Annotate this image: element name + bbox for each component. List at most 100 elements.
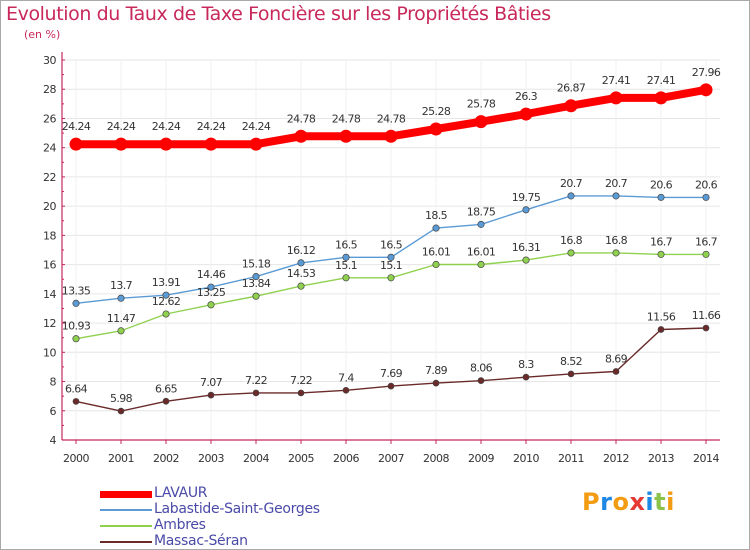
data-point <box>297 259 305 267</box>
chart-title: Evolution du Taux de Taxe Foncière sur l… <box>6 3 551 25</box>
data-point <box>474 115 488 129</box>
y-tick-label: 14 <box>43 288 56 301</box>
legend-swatch <box>100 525 152 527</box>
data-label: 25.78 <box>467 98 496 111</box>
data-point <box>522 206 530 214</box>
data-point <box>699 83 713 97</box>
x-tick-label: 2014 <box>693 452 719 465</box>
data-label: 24.78 <box>332 112 361 125</box>
data-label: 15.1 <box>335 259 357 272</box>
data-label: 24.24 <box>62 120 91 133</box>
data-point <box>567 249 575 257</box>
data-label: 24.24 <box>242 120 271 133</box>
data-point <box>117 327 125 335</box>
data-point <box>429 122 443 136</box>
x-tick-label: 2007 <box>378 452 404 465</box>
data-point <box>249 137 263 151</box>
x-tick-label: 2005 <box>288 452 314 465</box>
data-point <box>654 91 668 105</box>
data-point <box>612 368 620 375</box>
data-label: 16.12 <box>287 244 316 257</box>
data-point <box>387 253 395 261</box>
data-label: 15.18 <box>242 258 271 271</box>
y-tick-label: 26 <box>43 112 56 125</box>
data-label: 24.24 <box>152 120 181 133</box>
y-tick-label: 28 <box>43 83 56 96</box>
data-point <box>207 391 215 399</box>
data-point <box>297 389 305 397</box>
legend-swatch <box>100 509 152 511</box>
data-label: 16.8 <box>560 234 583 247</box>
data-point <box>162 291 170 299</box>
data-label: 13.84 <box>242 277 271 290</box>
data-label: 10.93 <box>62 320 91 333</box>
y-tick-label: 16 <box>43 259 56 272</box>
data-point <box>252 273 260 281</box>
data-label: 13.25 <box>197 286 226 299</box>
data-label: 11.66 <box>692 309 721 322</box>
data-point <box>72 335 80 343</box>
data-label: 16.31 <box>512 241 541 254</box>
x-tick-label: 2010 <box>513 452 539 465</box>
x-tick-label: 2001 <box>108 452 134 465</box>
data-label: 15.1 <box>380 259 402 272</box>
y-tick-label: 30 <box>43 54 56 67</box>
data-label: 7.22 <box>245 374 267 387</box>
y-tick-label: 10 <box>43 346 56 359</box>
data-label: 18.5 <box>425 209 448 222</box>
data-point <box>69 137 83 151</box>
x-tick-label: 2011 <box>558 452 584 465</box>
legend-swatch <box>100 491 152 498</box>
data-label: 19.75 <box>512 191 541 204</box>
data-point <box>657 250 665 258</box>
data-label: 26.87 <box>557 82 586 95</box>
data-point <box>117 294 125 302</box>
y-tick-label: 8 <box>50 376 57 389</box>
data-point <box>252 389 260 397</box>
data-point <box>432 224 440 232</box>
data-point <box>567 370 575 378</box>
data-label: 14.53 <box>287 267 316 280</box>
data-point <box>72 398 80 405</box>
data-point <box>612 249 620 257</box>
data-label: 13.35 <box>62 284 91 297</box>
data-point <box>564 99 578 113</box>
y-tick-label: 22 <box>43 171 56 184</box>
unit-label: (en %) <box>24 28 61 41</box>
data-label: 5.98 <box>110 392 133 405</box>
data-point <box>477 220 485 228</box>
data-label: 8.3 <box>518 358 534 371</box>
data-label: 18.75 <box>467 205 496 218</box>
data-point <box>477 260 485 269</box>
data-label: 16.7 <box>695 235 718 248</box>
x-tick-label: 2013 <box>648 452 674 465</box>
data-label: 20.7 <box>605 177 628 190</box>
y-tick-label: 12 <box>43 317 56 330</box>
data-label: 25.28 <box>422 105 451 118</box>
data-point <box>702 193 710 201</box>
brand-letter: i <box>645 488 655 516</box>
brand-letter: t <box>654 488 667 516</box>
brand-logo: Proxiti <box>582 488 675 516</box>
data-point <box>297 282 305 290</box>
y-tick-label: 20 <box>43 200 56 213</box>
legend-label: LAVAUR <box>154 485 208 501</box>
data-point <box>567 192 575 200</box>
data-label: 24.78 <box>377 112 406 125</box>
brand-letter: o <box>612 488 630 516</box>
data-label: 20.6 <box>695 178 718 191</box>
x-tick-label: 2002 <box>153 452 179 465</box>
data-label: 26.3 <box>515 90 538 103</box>
brand-letter: i <box>666 488 675 516</box>
data-label: 27.41 <box>602 74 631 87</box>
data-point <box>252 292 260 300</box>
data-label: 24.24 <box>107 120 136 133</box>
data-label: 7.69 <box>380 367 403 380</box>
data-label: 6.64 <box>65 382 88 395</box>
data-point <box>117 407 125 415</box>
data-label: 13.7 <box>110 279 133 292</box>
x-tick-label: 2006 <box>333 452 359 465</box>
legend-label: Labastide-Saint-Georges <box>154 501 320 517</box>
data-point <box>294 129 308 143</box>
